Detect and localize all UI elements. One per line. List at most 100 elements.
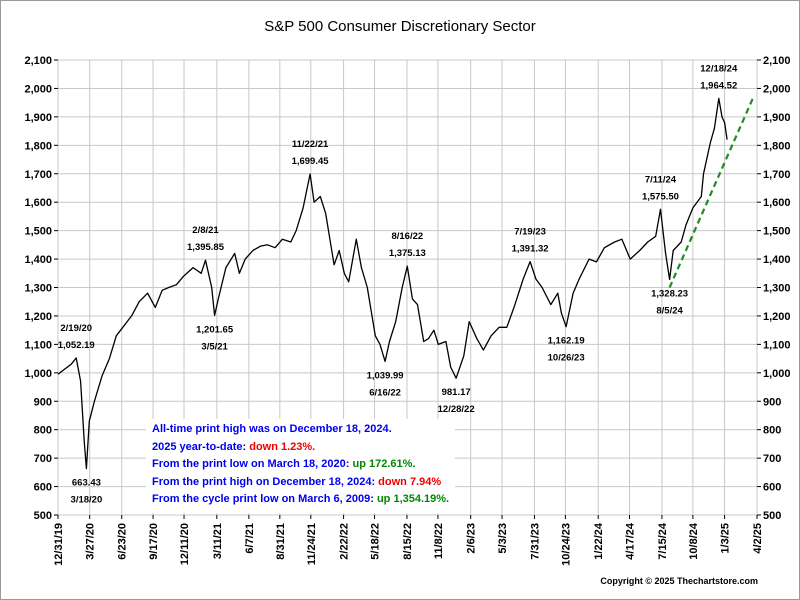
annotation-label: 1,391.32 bbox=[512, 244, 549, 255]
x-tick-label: 8/15/22 bbox=[402, 523, 414, 560]
x-tick-label: 11/24/21 bbox=[306, 523, 318, 565]
info-box: All-time print high was on December 18, … bbox=[146, 419, 456, 513]
y-tick-label-right: 500 bbox=[763, 510, 781, 522]
annotation-label: 1,052.19 bbox=[58, 340, 95, 351]
annotation-label: 8/16/22 bbox=[391, 231, 423, 242]
annotation-label: 7/19/23 bbox=[514, 227, 546, 238]
y-tick-label-left: 1,600 bbox=[24, 197, 52, 209]
price-line bbox=[57, 97, 728, 470]
annotation-label: 7/11/24 bbox=[645, 174, 677, 185]
x-tick-label: 3/11/21 bbox=[212, 523, 224, 559]
x-tick-label: 8/31/21 bbox=[275, 523, 287, 560]
x-tick-label: 12/11/20 bbox=[179, 523, 191, 565]
info-line: From the print low on March 18, 2020: up… bbox=[152, 456, 449, 474]
annotation-label: 1,328.23 bbox=[651, 289, 688, 300]
annotation-label: 1,575.50 bbox=[642, 191, 679, 202]
y-tick-label-left: 1,100 bbox=[24, 339, 52, 351]
annotation-label: 3/5/21 bbox=[201, 341, 228, 352]
y-tick-label-right: 1,300 bbox=[763, 283, 791, 295]
annotation-label: 1,201.65 bbox=[196, 324, 234, 335]
annotation-label: 1,162.19 bbox=[548, 336, 585, 347]
y-tick-label-left: 1,300 bbox=[24, 283, 52, 295]
y-tick-label-right: 600 bbox=[763, 482, 781, 494]
y-tick-label-right: 2,000 bbox=[763, 83, 791, 95]
y-tick-label-left: 1,500 bbox=[24, 226, 52, 238]
x-tick-label: 10/8/24 bbox=[688, 522, 700, 560]
y-tick-label-right: 700 bbox=[763, 453, 781, 465]
trend-line bbox=[668, 95, 756, 288]
info-text: down 1.23%. bbox=[249, 440, 316, 453]
y-tick-label-right: 1,200 bbox=[763, 311, 791, 323]
annotation-label: 1,375.13 bbox=[389, 248, 426, 259]
annotation-label: 1,395.85 bbox=[187, 242, 225, 253]
y-tick-label-left: 1,000 bbox=[24, 368, 52, 380]
annotation-label: 12/28/22 bbox=[438, 404, 475, 415]
x-tick-label: 7/15/24 bbox=[657, 522, 669, 560]
y-tick-label-right: 900 bbox=[763, 396, 781, 408]
annotation-label: 1,039.99 bbox=[367, 370, 404, 381]
annotation-label: 2/19/20 bbox=[60, 323, 92, 334]
y-tick-label-left: 1,200 bbox=[24, 311, 52, 323]
x-tick-label: 1/3/25 bbox=[720, 523, 732, 554]
x-tick-label: 6/7/21 bbox=[244, 523, 256, 554]
y-tick-label-left: 800 bbox=[34, 425, 52, 437]
copyright-text: Copyright © 2025 Thechartstore.com bbox=[600, 576, 758, 586]
y-tick-label-left: 2,100 bbox=[24, 55, 52, 67]
y-tick-label-left: 1,700 bbox=[24, 169, 52, 181]
y-tick-label-left: 900 bbox=[34, 396, 52, 408]
y-tick-label-right: 1,100 bbox=[763, 339, 791, 351]
x-tick-label: 5/3/23 bbox=[497, 523, 509, 554]
x-tick-label: 12/31/19 bbox=[53, 523, 65, 566]
x-tick-label: 4/17/24 bbox=[625, 522, 637, 560]
y-tick-label-right: 1,900 bbox=[763, 112, 791, 124]
annotation-label: 1,699.45 bbox=[292, 156, 330, 167]
annotation-label: 1,964.52 bbox=[700, 80, 737, 91]
annotation-label: 11/22/21 bbox=[292, 139, 329, 150]
x-tick-label: 11/8/22 bbox=[433, 523, 445, 559]
x-tick-label: 9/17/20 bbox=[148, 523, 160, 560]
info-text: up 1,354.19%. bbox=[376, 493, 450, 505]
x-tick-label: 2/22/22 bbox=[339, 523, 351, 560]
y-tick-label-right: 2,100 bbox=[763, 55, 791, 67]
annotation-label: 3/18/20 bbox=[71, 495, 103, 506]
info-text: From the print high on December 18, 2024… bbox=[152, 475, 379, 488]
info-text: up 172.61%. bbox=[352, 458, 416, 470]
info-text: All-time print high was on December 18, … bbox=[152, 423, 392, 435]
y-tick-label-left: 500 bbox=[34, 510, 52, 522]
x-tick-label: 7/31/23 bbox=[529, 523, 541, 560]
annotation-label: 663.43 bbox=[72, 478, 101, 489]
info-line: From the cycle print low on March 6, 200… bbox=[152, 491, 449, 509]
info-line: 2025 year-to-date: down 1.23%. bbox=[152, 439, 449, 457]
x-tick-label: 3/27/20 bbox=[85, 523, 97, 560]
y-tick-label-left: 1,400 bbox=[24, 254, 52, 266]
x-tick-label: 5/18/22 bbox=[370, 523, 382, 560]
y-tick-label-left: 1,900 bbox=[24, 112, 52, 124]
x-tick-label: 2/6/23 bbox=[466, 523, 478, 554]
info-text: 2025 year-to-date: bbox=[152, 440, 250, 453]
axis-layer: 500 500 600 600 700 700 800 800 900 900 1,000 1,000… bbox=[24, 55, 790, 566]
info-text: down 7.94% bbox=[378, 475, 442, 488]
annotation-label: 2/8/21 bbox=[192, 225, 219, 236]
info-line: All-time print high was on December 18, … bbox=[152, 421, 449, 439]
y-tick-label-right: 1,400 bbox=[763, 254, 791, 266]
y-tick-label-right: 1,600 bbox=[763, 197, 791, 209]
annotation-label: 6/16/22 bbox=[369, 387, 401, 398]
annotation-label: 10/26/23 bbox=[548, 353, 585, 364]
y-tick-label-right: 1,000 bbox=[763, 368, 791, 380]
y-tick-label-left: 1,800 bbox=[24, 140, 52, 152]
info-text: From the print low on March 18, 2020: bbox=[152, 458, 353, 470]
info-line: From the print high on December 18, 2024… bbox=[152, 474, 449, 492]
annotation-layer: 2/19/20 1,052.19 663.43 3/18/20 2/8/21 1,395.… bbox=[58, 63, 738, 505]
x-tick-label: 6/23/20 bbox=[117, 523, 129, 560]
x-tick-label: 10/24/23 bbox=[560, 523, 572, 566]
x-tick-label: 4/2/25 bbox=[752, 523, 764, 554]
trend-layer bbox=[668, 95, 756, 288]
annotation-label: 8/5/24 bbox=[656, 306, 683, 317]
y-tick-label-right: 1,700 bbox=[763, 169, 791, 181]
y-tick-label-right: 800 bbox=[763, 425, 781, 437]
info-text: From the cycle print low on March 6, 200… bbox=[152, 493, 377, 505]
y-tick-label-left: 600 bbox=[34, 482, 52, 494]
y-tick-label-right: 1,800 bbox=[763, 140, 791, 152]
annotation-label: 12/18/24 bbox=[700, 63, 738, 74]
chart-title: S&P 500 Consumer Discretionary Sector bbox=[264, 18, 536, 35]
